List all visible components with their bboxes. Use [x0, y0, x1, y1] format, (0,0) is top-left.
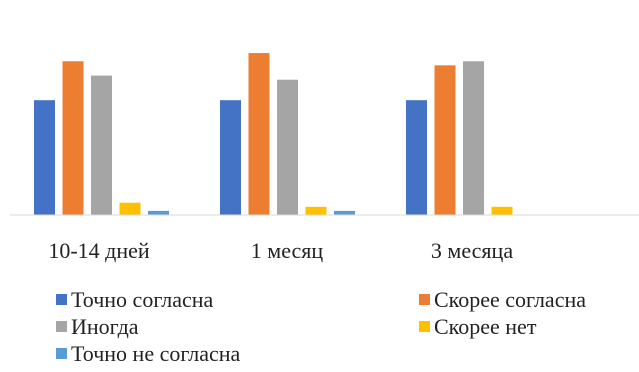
- legend: Точно согласна Скорее согласна Иногда Скоре…: [56, 287, 586, 366]
- bar-1-series-4: [119, 202, 141, 215]
- bar-3-series-1: [406, 100, 427, 215]
- legend-label: Иногда: [71, 314, 139, 339]
- legend-label: Точно не согласна: [71, 341, 241, 366]
- legend-item: Точно согласна: [56, 287, 214, 312]
- bar-1-series-5: [148, 210, 169, 215]
- x-tick-label: 10-14 дней: [48, 238, 150, 263]
- bar-3-series-4: [491, 206, 513, 215]
- x-tick-labels: 10-14 дней 1 месяц 3 месяца: [48, 238, 513, 263]
- legend-item: Точно не согласна: [56, 341, 241, 366]
- x-tick-label: 1 месяц: [251, 238, 324, 263]
- bar-2-series-2: [248, 53, 270, 215]
- bar-2-series-4: [305, 206, 327, 215]
- bars-layer: [34, 53, 513, 215]
- legend-label: Точно согласна: [71, 287, 214, 312]
- legend-swatch: [56, 294, 67, 305]
- legend-swatch: [419, 321, 430, 332]
- legend-item: Скорее нет: [419, 314, 537, 339]
- legend-swatch: [419, 294, 430, 305]
- bar-3-series-2: [434, 65, 456, 215]
- legend-item: Скорее согласна: [419, 287, 586, 312]
- bar-1-series-3: [91, 75, 112, 215]
- legend-swatch: [56, 321, 67, 332]
- legend-item: Иногда: [56, 314, 139, 339]
- legend-swatch: [56, 348, 67, 359]
- bar-1-series-1: [34, 100, 55, 215]
- bar-2-series-5: [334, 210, 355, 215]
- bar-3-series-3: [463, 61, 484, 215]
- x-tick-label: 3 месяца: [431, 238, 513, 263]
- legend-label: Скорее согласна: [434, 287, 586, 312]
- bar-2-series-3: [277, 79, 298, 215]
- bar-1-series-2: [62, 61, 84, 215]
- legend-label: Скорее нет: [434, 314, 537, 339]
- bar-2-series-1: [220, 100, 241, 215]
